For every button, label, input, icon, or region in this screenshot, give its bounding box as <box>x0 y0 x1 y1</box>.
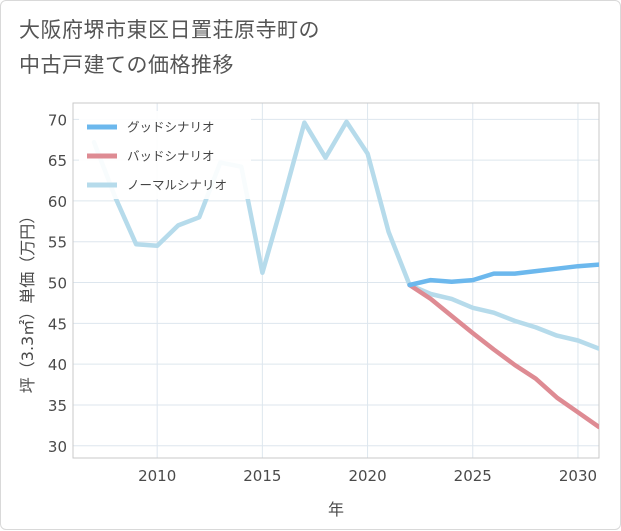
x-tick-label-2025: 2025 <box>454 467 492 485</box>
x-axis-label: 年 <box>328 500 344 519</box>
tick-labels: 2010 2015 2020 2025 2030 30 35 40 45 50 55 60 65 70 <box>48 111 597 485</box>
legend-label-0: グッドシナリオ <box>127 120 215 135</box>
y-tick-label-35: 35 <box>48 397 67 415</box>
series-line-1 <box>407 282 599 430</box>
series-layer <box>91 119 599 430</box>
y-tick-label-50: 50 <box>48 275 67 293</box>
x-tick-label-2020: 2020 <box>348 467 386 485</box>
chart-title-line-2: 中古戸建ての価格推移 <box>19 53 234 77</box>
y-tick-label-55: 55 <box>48 234 67 252</box>
x-tick-label-2030: 2030 <box>559 467 597 485</box>
y-tick-label-60: 60 <box>48 193 67 211</box>
chart-title: 大阪府堺市東区日置荘原寺町の 中古戸建ての価格推移 <box>19 13 579 83</box>
y-tick-label-40: 40 <box>48 356 67 374</box>
x-tick-label-2015: 2015 <box>243 467 281 485</box>
y-tick-label-70: 70 <box>48 111 67 129</box>
x-tick-label-2010: 2010 <box>138 467 176 485</box>
y-tick-label-30: 30 <box>48 438 67 456</box>
y-tick-label-45: 45 <box>48 315 67 333</box>
legend-label-1: バッドシナリオ <box>127 149 215 164</box>
series-line-2 <box>91 119 599 351</box>
y-tick-label-65: 65 <box>48 152 67 170</box>
y-axis-label: 坪（3.3㎡）単価（万円） <box>18 208 37 393</box>
chart-title-line-1: 大阪府堺市東区日置荘原寺町の <box>19 18 320 42</box>
legend-label-2: ノーマルシナリオ <box>127 178 227 193</box>
series-line-0 <box>407 262 599 288</box>
plot-area-frame <box>72 102 600 459</box>
